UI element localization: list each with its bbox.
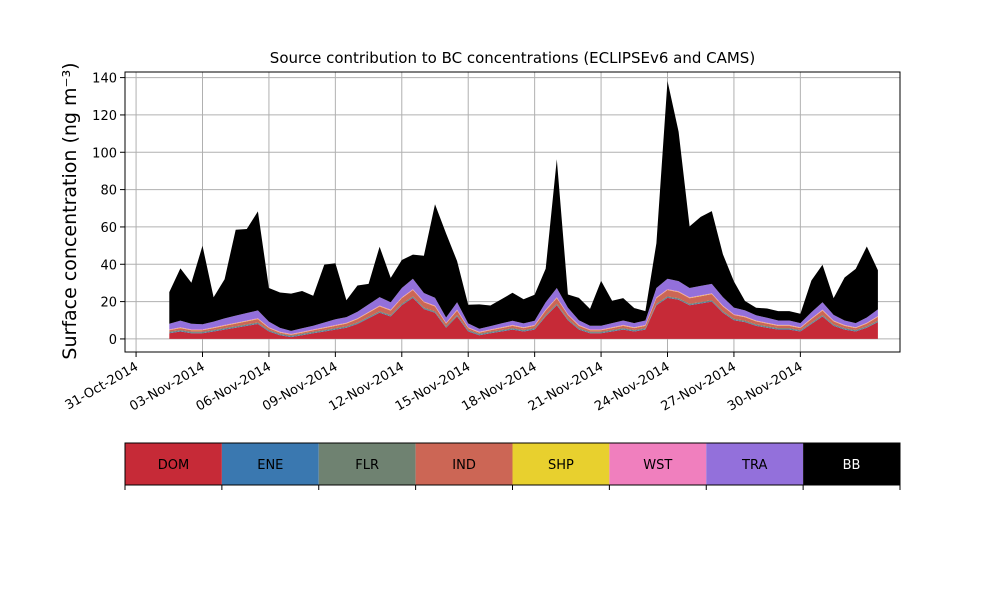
x-axis: 31-Oct-201403-Nov-201406-Nov-201409-Nov-… (63, 352, 805, 414)
area-wst (169, 289, 878, 335)
legend-label-dom: DOM (158, 458, 189, 473)
y-axis: 0 20 40 60 80 100 120 140 (92, 72, 125, 348)
legend-label-ind: IND (452, 458, 476, 473)
plot-frame (124, 71, 901, 353)
legend-swatch-ene (221, 443, 319, 485)
legend-label-wst: WST (643, 458, 672, 473)
x-tick-label: 30-Nov-2014 (725, 359, 805, 414)
y-tick-label: 100 (92, 146, 117, 161)
legend-swatch-ind (415, 443, 513, 485)
area-dom (169, 297, 878, 339)
area-bb (169, 81, 878, 331)
y-axis-label: Surface concentration (ng m⁻³) (59, 62, 81, 359)
y-tick-label: 20 (100, 296, 117, 311)
area-ind (169, 290, 878, 336)
legend-swatch-flr (318, 443, 416, 485)
legend-label-tra: TRA (741, 458, 767, 473)
y-tick-label: 80 (100, 184, 117, 199)
y-tick-label: 0 (109, 333, 117, 348)
area-tra (169, 278, 878, 334)
legend-swatch-shp (512, 443, 610, 485)
area-flr (169, 296, 878, 337)
y-tick-label: 60 (100, 221, 117, 236)
legend-label-ene: ENE (257, 458, 283, 473)
legend-swatch-wst (609, 443, 707, 485)
legend-label-shp: SHP (548, 458, 574, 473)
area-shp (169, 289, 878, 335)
y-tick-label: 120 (92, 109, 117, 124)
legend-swatch-tra (706, 443, 804, 485)
chart-title: Source contribution to BC concentrations… (270, 49, 755, 67)
y-tick-label: 140 (92, 72, 117, 87)
legend-swatch-bb (803, 443, 900, 485)
legend-frame (124, 442, 901, 486)
stacked-areas (169, 81, 878, 339)
legend-label-bb: BB (843, 458, 861, 473)
legend-colorbar: DOM ENE FLR IND SHP WST TRA BB (124, 442, 901, 490)
y-tick-label: 40 (100, 258, 117, 273)
legend-label-flr: FLR (355, 458, 379, 473)
legend-swatch-dom (125, 443, 222, 485)
